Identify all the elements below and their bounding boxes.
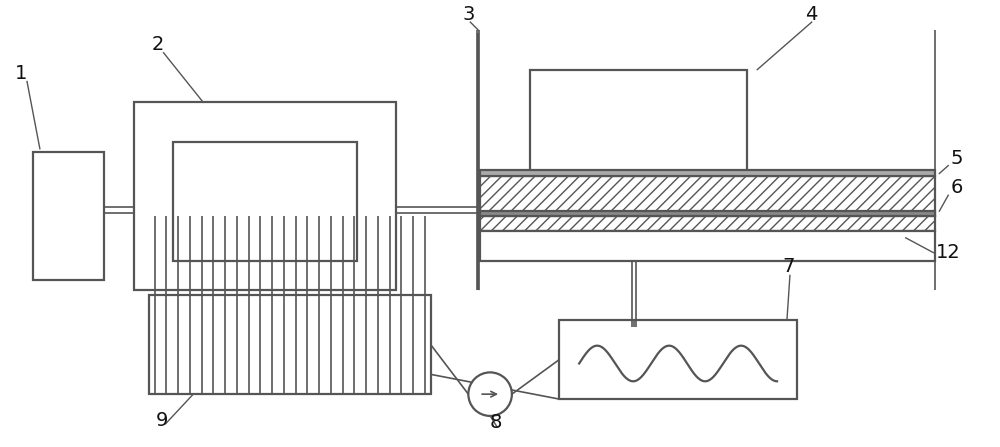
Bar [480, 216, 935, 231]
Bar [530, 70, 747, 178]
Text: 3: 3 [462, 5, 475, 24]
Text: 5: 5 [950, 148, 963, 168]
Bar [559, 320, 797, 399]
Text: 1: 1 [15, 64, 28, 84]
Bar [480, 177, 935, 216]
Text: 2: 2 [152, 35, 164, 54]
Text: 9: 9 [156, 411, 168, 430]
Text: 6: 6 [950, 178, 963, 197]
Bar [33, 152, 104, 280]
Text: 7: 7 [782, 257, 794, 276]
Bar [480, 231, 935, 261]
Text: 4: 4 [805, 5, 817, 24]
Bar [149, 295, 431, 394]
Text: 8: 8 [490, 413, 502, 432]
Bar [134, 102, 396, 290]
Bar [173, 142, 357, 261]
Circle shape [468, 372, 512, 416]
Bar [480, 169, 935, 177]
Bar [480, 211, 935, 216]
Text: 12: 12 [935, 243, 960, 261]
